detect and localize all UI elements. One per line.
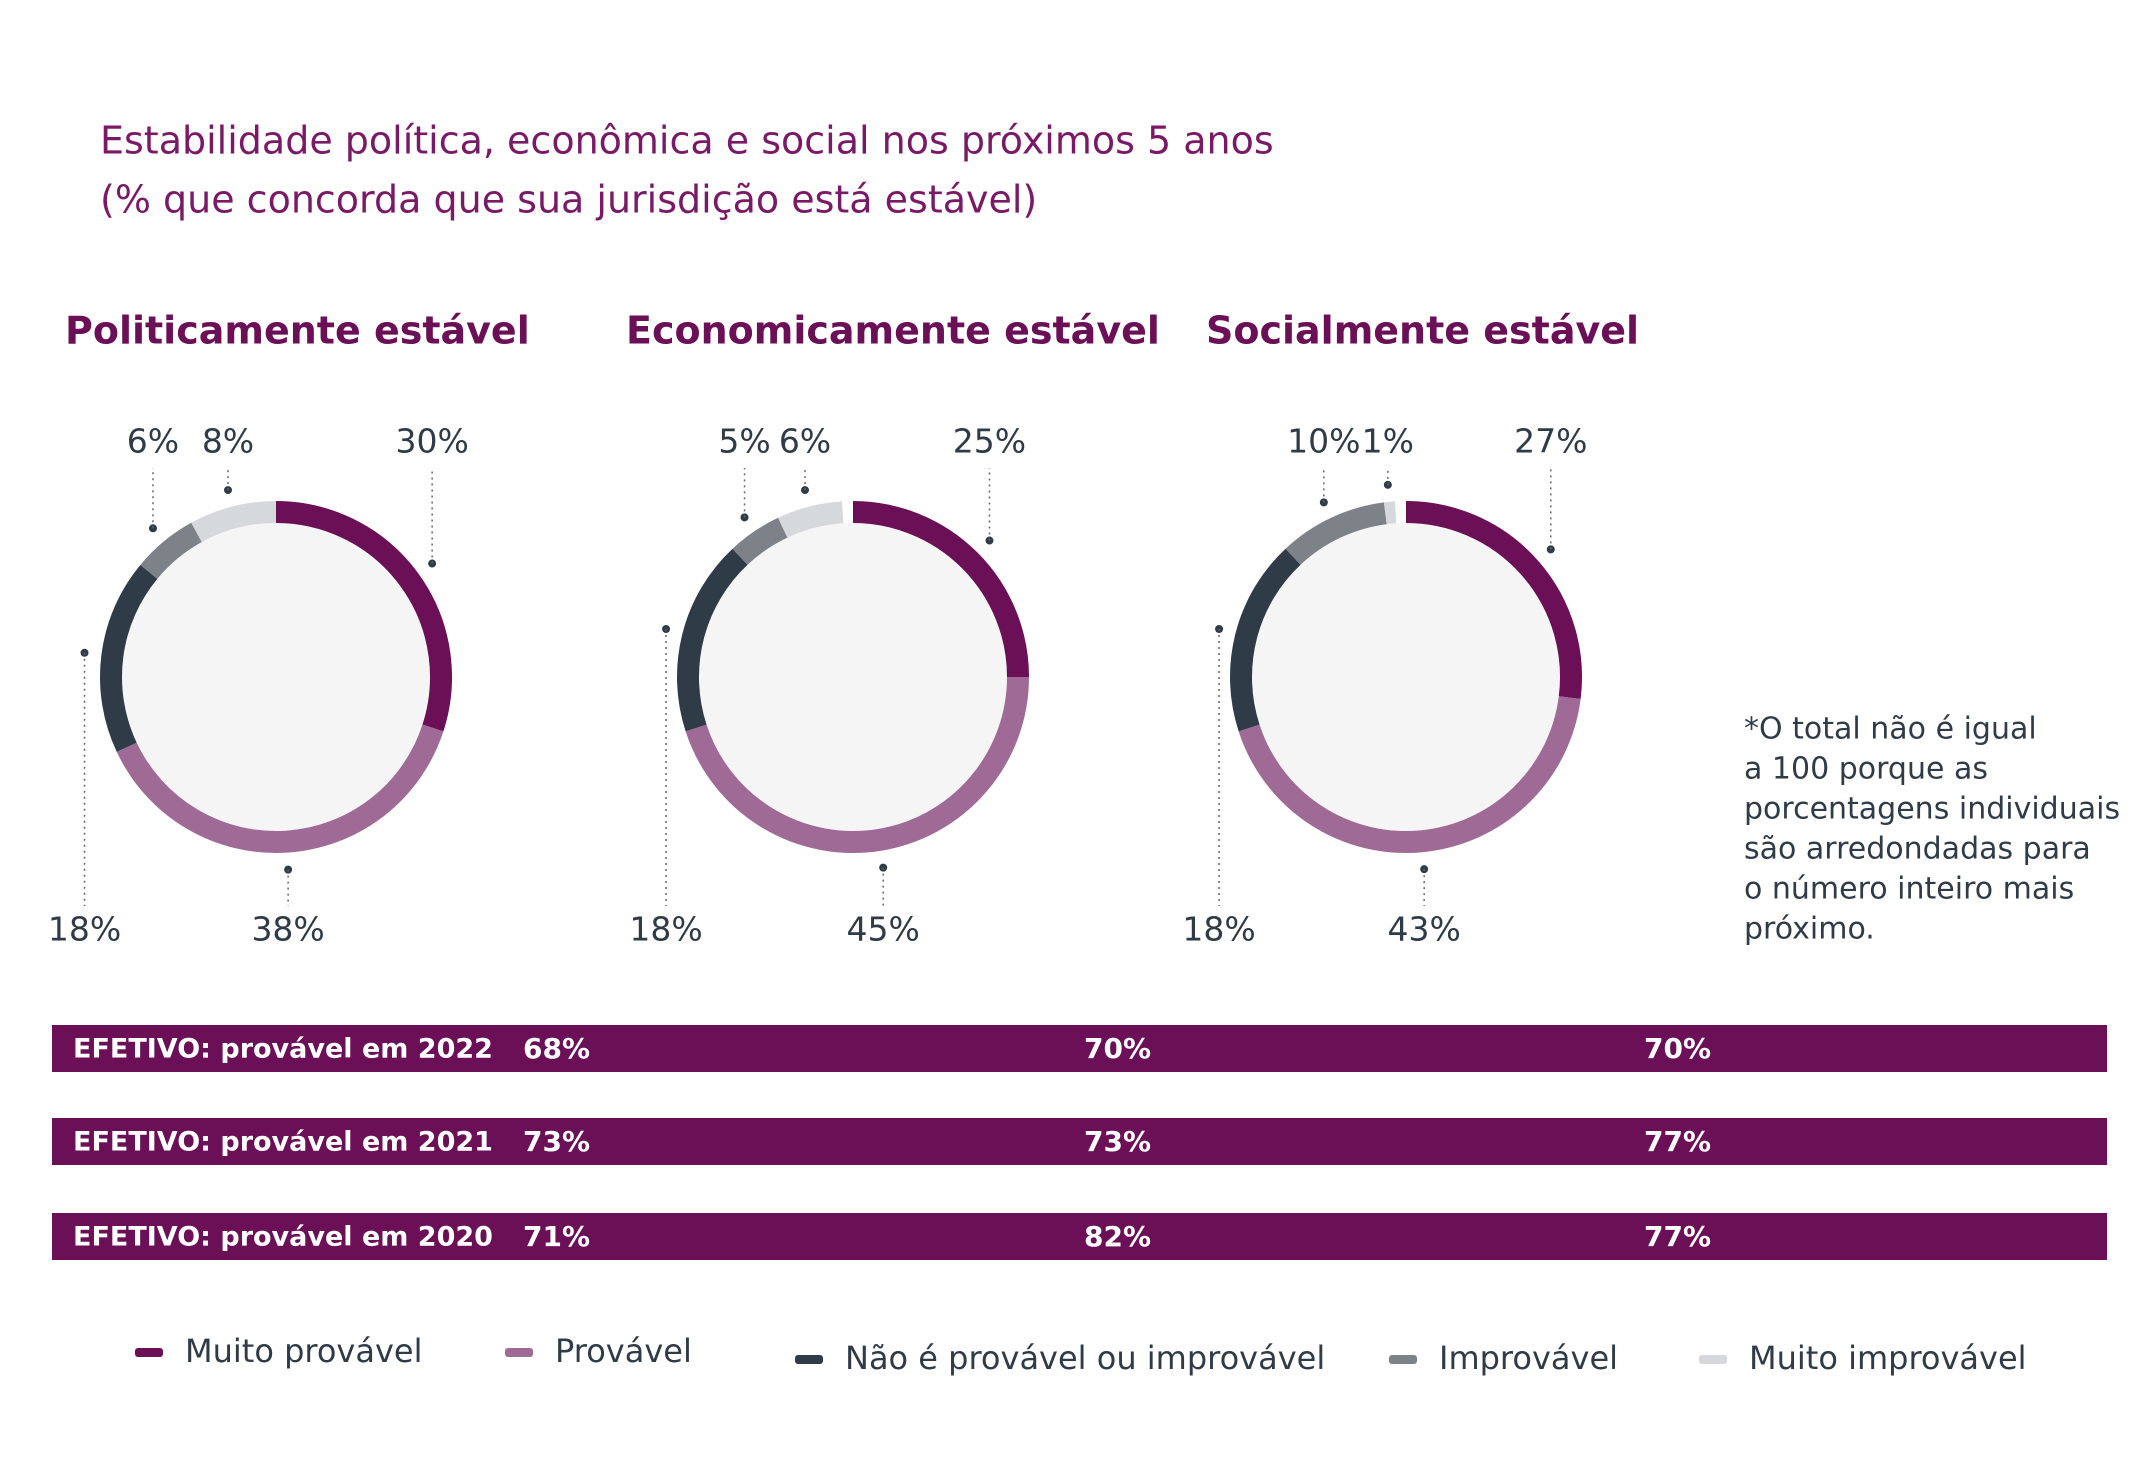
legend-label: Improvável [1439, 1339, 1618, 1377]
value-label: 18% [629, 910, 702, 949]
legend-swatch [795, 1355, 823, 1364]
row-label: EFETIVO: provável em 2021 [73, 1127, 493, 1158]
note-line: o número inteiro mais [1744, 872, 2074, 907]
row-bar [52, 1118, 2107, 1165]
row-value: 77% [1644, 1125, 1711, 1158]
row-value: 77% [1644, 1220, 1711, 1253]
note-line: são arredondadas para [1744, 832, 2091, 867]
donut-segment [116, 724, 444, 853]
donut-segment [1285, 502, 1387, 565]
chart-title: Socialmente estável [1206, 309, 1639, 353]
row-value: 73% [1084, 1125, 1151, 1158]
donut-segment [1383, 501, 1397, 525]
donut-segment [778, 501, 844, 538]
legend-label: Provável [555, 1332, 692, 1370]
value-label: 18% [1182, 910, 1255, 949]
donut-center [1252, 523, 1560, 831]
note-line: porcentagens individuais [1744, 792, 2120, 827]
note-line: *O total não é igual [1744, 712, 2037, 747]
value-label: 25% [953, 422, 1026, 461]
donut-center [699, 523, 1007, 831]
donut-segment [275, 501, 452, 732]
legend-swatch [1389, 1355, 1417, 1364]
subtitle: (% que concorda que sua jurisdição está … [100, 178, 1037, 222]
row-value: 73% [523, 1125, 590, 1158]
value-label: 10% [1287, 422, 1360, 461]
row-bar [52, 1025, 2107, 1072]
legend-label: Não é provável ou improvável [845, 1339, 1325, 1377]
donut-segment [140, 522, 203, 580]
legend-swatch [135, 1348, 163, 1357]
value-label: 8% [202, 422, 254, 461]
donut-segment [852, 501, 1029, 678]
value-label: 6% [127, 422, 179, 461]
donut-segment [1405, 501, 1582, 700]
row-label: EFETIVO: provável em 2022 [73, 1034, 493, 1065]
value-label: 43% [1387, 910, 1460, 949]
row-value: 70% [1644, 1032, 1711, 1065]
note-line: a 100 porque as [1744, 752, 1988, 787]
note-line: próximo. [1744, 912, 1875, 947]
legend-label: Muito improvável [1749, 1339, 2027, 1377]
donut-segment [1230, 548, 1301, 732]
value-label: 6% [779, 422, 831, 461]
row-value: 70% [1084, 1032, 1151, 1065]
row-label: EFETIVO: provável em 2020 [73, 1222, 493, 1253]
value-label: 5% [718, 422, 770, 461]
legend-swatch [505, 1348, 533, 1357]
row-value: 82% [1084, 1220, 1151, 1253]
value-label: 30% [395, 422, 468, 461]
row-bar [52, 1213, 2107, 1260]
value-label: 27% [1514, 422, 1587, 461]
chart-title: Economicamente estável [626, 309, 1160, 353]
value-label: 45% [847, 910, 920, 949]
donut-center [122, 523, 430, 831]
row-value: 71% [523, 1220, 590, 1253]
value-label: 38% [251, 910, 324, 949]
row-value: 68% [523, 1032, 590, 1065]
legend-label: Muito provável [185, 1332, 422, 1370]
value-label: 18% [48, 910, 121, 949]
value-label: 1% [1362, 422, 1414, 461]
legend-swatch [1699, 1355, 1727, 1364]
donut-segment [732, 517, 788, 565]
chart-title: Politicamente estável [65, 309, 530, 353]
donut-segment [100, 564, 158, 752]
donut-segment [677, 548, 748, 732]
title: Estabilidade política, econômica e socia… [100, 119, 1274, 163]
donut-segment [1238, 696, 1581, 853]
donut-segment [191, 501, 277, 543]
donut-segment [685, 676, 1029, 853]
